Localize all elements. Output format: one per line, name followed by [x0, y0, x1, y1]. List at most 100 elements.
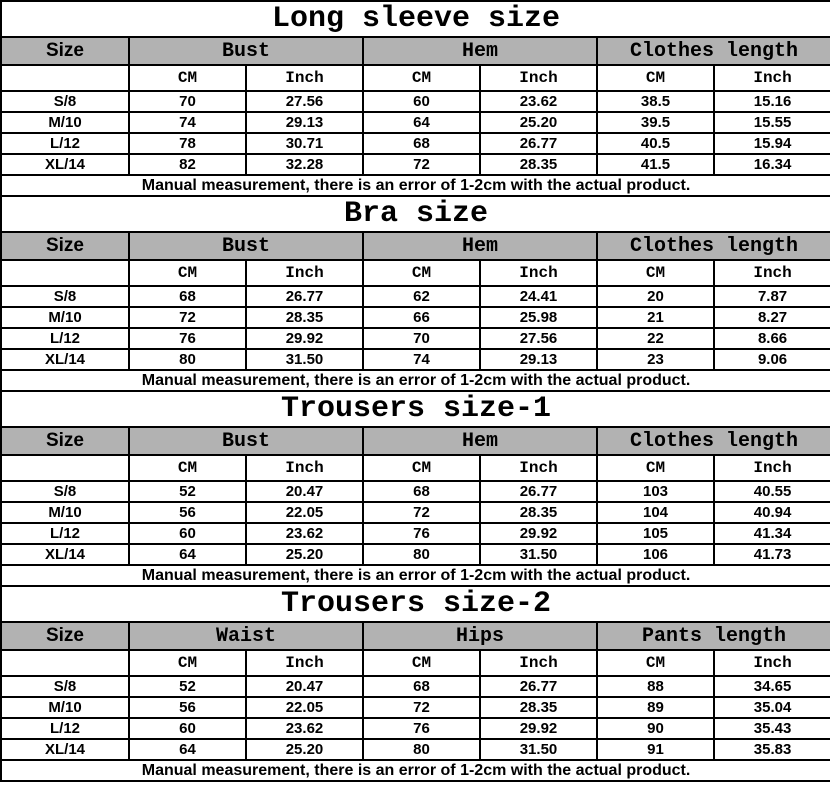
section-bra-size: Bra size Size Bust Hem Clothes length CM… — [0, 195, 830, 392]
value-cell: 29.92 — [479, 717, 598, 740]
note-row: Manual measurement, there is an error of… — [0, 174, 830, 197]
unit-cm-label: CM — [128, 454, 247, 482]
table-row: L/12 60 23.62 76 29.92 90 35.43 — [0, 717, 830, 740]
value-cell: 38.5 — [596, 90, 715, 113]
size-column-header: Size — [0, 621, 130, 651]
value-cell: 76 — [128, 327, 247, 350]
table-row: XL/14 80 31.50 74 29.13 23 9.06 — [0, 348, 830, 371]
value-cell: 23.62 — [245, 522, 364, 545]
unit-inch-label: Inch — [712, 259, 830, 287]
section-title: Long sleeve size — [0, 0, 830, 38]
unit-header-row: CM Inch CM Inch CM Inch — [0, 649, 830, 677]
value-cell: 91 — [596, 738, 715, 761]
size-cell: XL/14 — [0, 738, 130, 761]
value-cell: 82 — [128, 153, 247, 176]
size-column-header: Size — [0, 426, 130, 456]
value-cell: 21 — [596, 306, 715, 329]
value-cell: 105 — [596, 522, 715, 545]
section-title-row: Long sleeve size — [0, 0, 830, 38]
unit-inch-label: Inch — [712, 649, 830, 677]
value-cell: 41.73 — [712, 543, 830, 566]
value-cell: 80 — [128, 348, 247, 371]
table-row: S/8 52 20.47 68 26.77 88 34.65 — [0, 675, 830, 698]
unit-cm-label: CM — [362, 64, 481, 92]
size-cell: XL/14 — [0, 153, 130, 176]
size-cell: XL/14 — [0, 348, 130, 371]
value-cell: 72 — [362, 696, 481, 719]
value-cell: 29.13 — [479, 348, 598, 371]
value-cell: 29.13 — [245, 111, 364, 134]
value-cell: 22.05 — [245, 696, 364, 719]
value-cell: 103 — [596, 480, 715, 503]
group-header-hem: Hem — [362, 36, 598, 66]
value-cell: 34.65 — [712, 675, 830, 698]
section-title-row: Trousers size-2 — [0, 585, 830, 623]
size-column-header: Size — [0, 36, 130, 66]
value-cell: 41.5 — [596, 153, 715, 176]
unit-cm-label: CM — [596, 64, 715, 92]
table-row: XL/14 82 32.28 72 28.35 41.5 16.34 — [0, 153, 830, 176]
value-cell: 106 — [596, 543, 715, 566]
table-row: S/8 52 20.47 68 26.77 103 40.55 — [0, 480, 830, 503]
value-cell: 29.92 — [479, 522, 598, 545]
unit-cm-label: CM — [362, 649, 481, 677]
group-header-pants-length: Pants length — [595, 621, 830, 651]
value-cell: 8.27 — [712, 306, 830, 329]
value-cell: 28.35 — [479, 696, 598, 719]
value-cell: 30.71 — [245, 132, 364, 155]
value-cell: 7.87 — [712, 285, 830, 308]
group-header-row: Size Bust Hem Clothes length — [0, 231, 830, 261]
table-row: L/12 60 23.62 76 29.92 105 41.34 — [0, 522, 830, 545]
unit-header-row: CM Inch CM Inch CM Inch — [0, 64, 830, 92]
unit-inch-label: Inch — [245, 454, 364, 482]
unit-cm-label: CM — [128, 64, 247, 92]
group-header-clothes-length: Clothes length — [595, 231, 830, 261]
size-cell: M/10 — [0, 111, 130, 134]
value-cell: 70 — [362, 327, 481, 350]
value-cell: 31.50 — [479, 543, 598, 566]
note-row: Manual measurement, there is an error of… — [0, 564, 830, 587]
value-cell: 60 — [362, 90, 481, 113]
group-header-bust: Bust — [128, 36, 364, 66]
value-cell: 70 — [128, 90, 247, 113]
value-cell: 31.50 — [245, 348, 364, 371]
group-header-bust: Bust — [128, 426, 364, 456]
value-cell: 26.77 — [479, 480, 598, 503]
value-cell: 80 — [362, 738, 481, 761]
group-header-hem: Hem — [362, 231, 598, 261]
size-cell: XL/14 — [0, 543, 130, 566]
unit-cm-label: CM — [128, 649, 247, 677]
group-header-clothes-length: Clothes length — [595, 426, 830, 456]
value-cell: 20.47 — [245, 480, 364, 503]
table-row: M/10 72 28.35 66 25.98 21 8.27 — [0, 306, 830, 329]
value-cell: 64 — [128, 738, 247, 761]
empty-cell — [0, 64, 130, 92]
value-cell: 66 — [362, 306, 481, 329]
size-cell: L/12 — [0, 327, 130, 350]
unit-inch-label: Inch — [479, 454, 598, 482]
size-cell: L/12 — [0, 717, 130, 740]
table-row: L/12 76 29.92 70 27.56 22 8.66 — [0, 327, 830, 350]
empty-cell — [0, 454, 130, 482]
value-cell: 23.62 — [245, 717, 364, 740]
section-trousers-size-2: Trousers size-2 Size Waist Hips Pants le… — [0, 585, 830, 782]
value-cell: 56 — [128, 696, 247, 719]
value-cell: 27.56 — [245, 90, 364, 113]
size-cell: L/12 — [0, 522, 130, 545]
size-cell: M/10 — [0, 696, 130, 719]
value-cell: 22.05 — [245, 501, 364, 524]
value-cell: 15.16 — [712, 90, 830, 113]
value-cell: 68 — [362, 675, 481, 698]
unit-header-row: CM Inch CM Inch CM Inch — [0, 454, 830, 482]
value-cell: 32.28 — [245, 153, 364, 176]
value-cell: 26.77 — [479, 675, 598, 698]
size-cell: S/8 — [0, 285, 130, 308]
unit-inch-label: Inch — [245, 64, 364, 92]
value-cell: 23 — [596, 348, 715, 371]
group-header-hem: Hem — [362, 426, 598, 456]
table-row: L/12 78 30.71 68 26.77 40.5 15.94 — [0, 132, 830, 155]
value-cell: 72 — [128, 306, 247, 329]
unit-cm-label: CM — [128, 259, 247, 287]
value-cell: 40.55 — [712, 480, 830, 503]
value-cell: 16.34 — [712, 153, 830, 176]
